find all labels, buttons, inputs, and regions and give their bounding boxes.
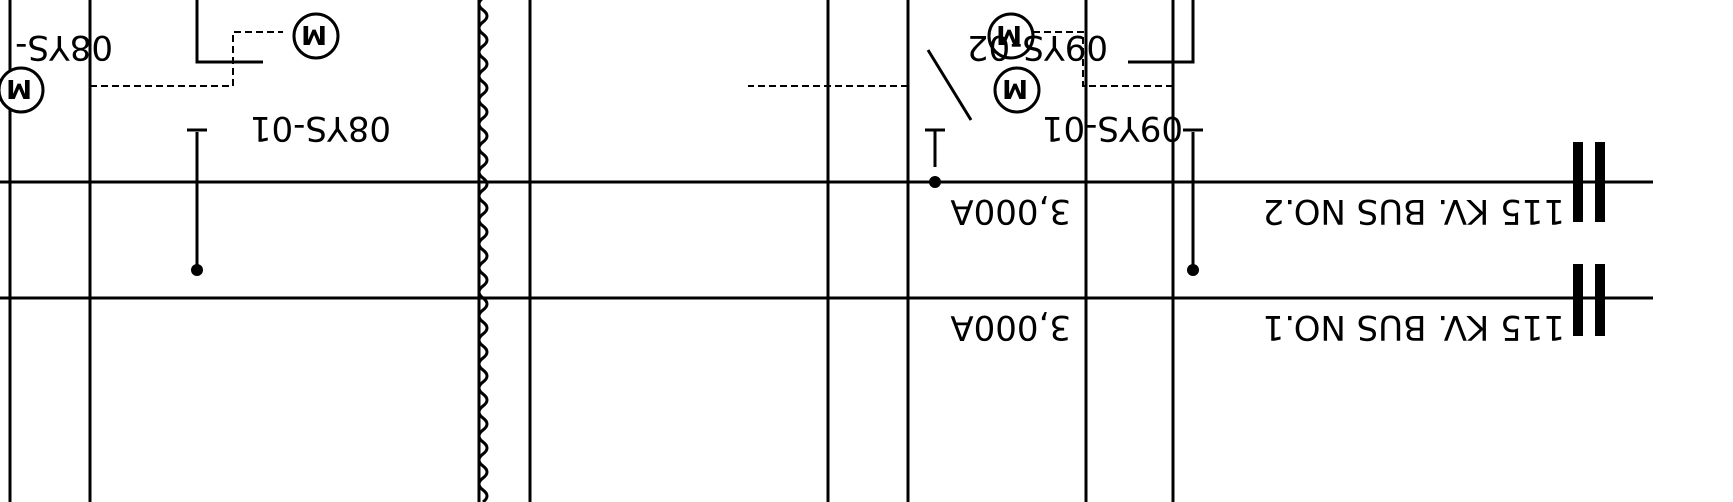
bus-end-cap-1a [1595,264,1605,336]
switch-label-09ys-02: 09YS-02 [967,27,1108,67]
bus-end-cap-2b [1573,142,1583,222]
switch-label-08ys-01: 08YS-01 [250,108,391,148]
motor-operator-09ys-02 [993,66,1041,114]
bus-rating-2: 3,000A [950,191,1071,231]
bus-rating-1: 3,000A [950,307,1071,347]
motor-operator-08ys-01 [292,12,340,60]
switch-bracket [195,0,263,64]
bus-end-cap-2a [1595,142,1605,222]
motor-symbol: M [996,19,1022,49]
motor-symbol: M [301,19,327,49]
junction-dot [929,176,941,188]
switch-label-08ys: 08YS- [15,27,113,67]
transformer-winding [477,0,489,502]
motor-symbol: M [1002,73,1028,103]
mechanical-linkage [1033,31,1173,87]
motor-operator-09ys-01 [987,12,1035,60]
switch-bracket [1128,0,1195,64]
mechanical-linkage [90,31,283,87]
switch-label-09ys-01: 09YS-01 [1042,108,1183,148]
disconnect-09ys-02-arm [926,49,973,121]
junction-dot [1187,264,1199,276]
bus-end-cap-1b [1573,264,1583,336]
bus-label-2: 115 KV. BUS NO.2 [1263,191,1565,231]
bus-label-1: 115 KV. BUS NO.1 [1263,307,1565,347]
motor-symbol: M [6,73,32,103]
motor-operator-08ys [0,66,45,114]
junction-dot [191,264,203,276]
